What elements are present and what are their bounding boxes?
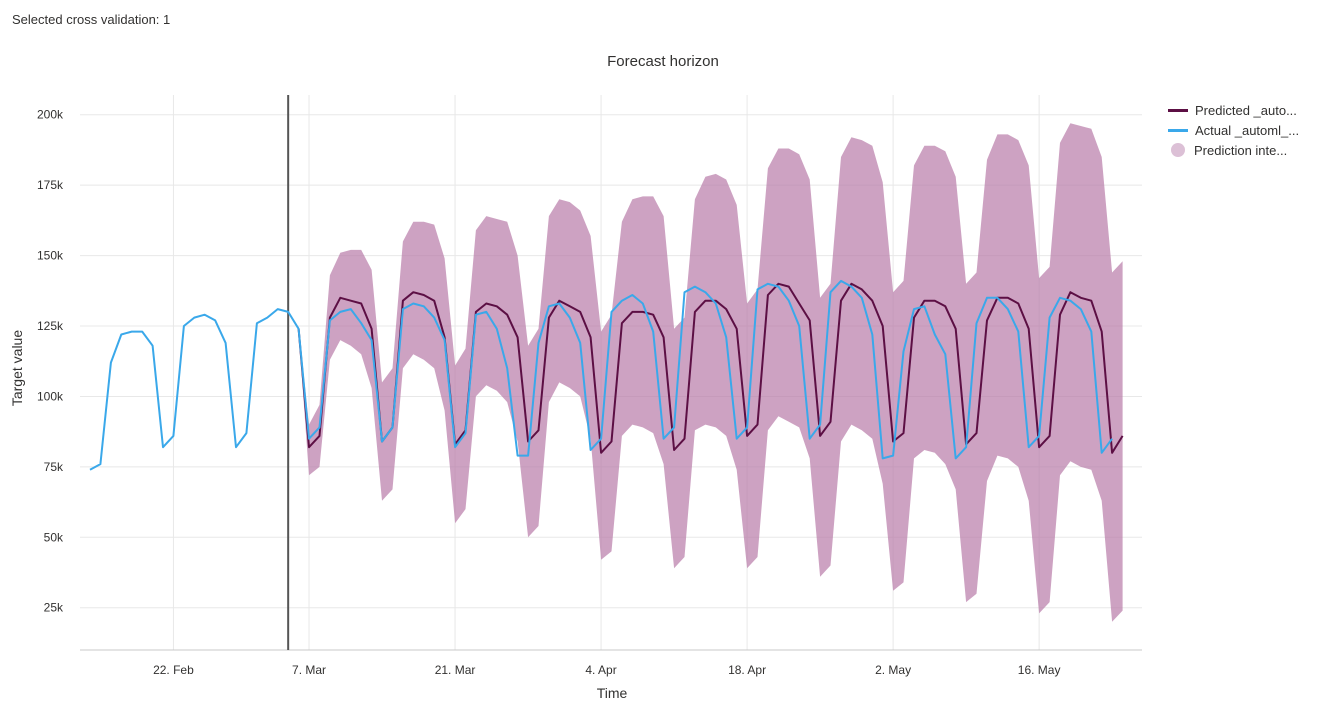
legend-label-predicted: Predicted _auto...	[1195, 102, 1297, 118]
series-layer	[89, 279, 1124, 471]
legend-item-predicted[interactable]: Predicted _auto...	[1168, 100, 1299, 120]
x-tick-label: 4. Apr	[585, 663, 616, 677]
y-axis: 25k 50k 75k 100k 125k 150k 175k 200k	[37, 108, 64, 615]
chart-legend: Predicted _auto... Actual _automl_... Pr…	[1168, 100, 1299, 160]
legend-label-actual: Actual _automl_...	[1195, 122, 1300, 138]
x-axis-label: Time	[597, 685, 628, 701]
predicted-series-line	[297, 282, 1124, 454]
legend-label-interval: Prediction inte...	[1194, 142, 1288, 158]
actual-swatch	[1168, 128, 1188, 132]
x-tick-label: 2. May	[875, 663, 911, 677]
x-tick-label: 21. Mar	[435, 663, 476, 677]
y-tick-label: 200k	[37, 108, 64, 122]
x-tick-label: 7. Mar	[292, 663, 326, 677]
x-tick-label: 18. Apr	[728, 663, 766, 677]
legend-item-actual[interactable]: Actual _automl_...	[1168, 120, 1299, 140]
legend-item-interval[interactable]: Prediction inte...	[1168, 140, 1299, 160]
y-tick-label: 75k	[44, 460, 64, 474]
y-tick-label: 125k	[37, 319, 64, 333]
prediction-interval-band	[298, 123, 1123, 622]
y-tick-label: 100k	[37, 389, 64, 403]
y-tick-label: 150k	[37, 249, 64, 263]
y-tick-label: 175k	[37, 178, 64, 192]
interval-swatch	[1171, 143, 1185, 157]
y-axis-label: Target value	[9, 330, 25, 406]
actual-series-line	[89, 279, 1113, 471]
x-tick-label: 16. May	[1018, 663, 1061, 677]
chart-title: Forecast horizon	[607, 53, 719, 70]
predicted-swatch	[1168, 108, 1188, 112]
y-tick-label: 50k	[44, 530, 64, 544]
x-tick-label: 22. Feb	[153, 663, 194, 677]
cross-validation-label: Selected cross validation: 1	[12, 12, 171, 27]
x-axis: 22. Feb 7. Mar 21. Mar 4. Apr 18. Apr 2. May 1…	[80, 649, 1142, 677]
prediction-interval-layer	[298, 123, 1123, 622]
y-tick-label: 25k	[44, 601, 64, 615]
